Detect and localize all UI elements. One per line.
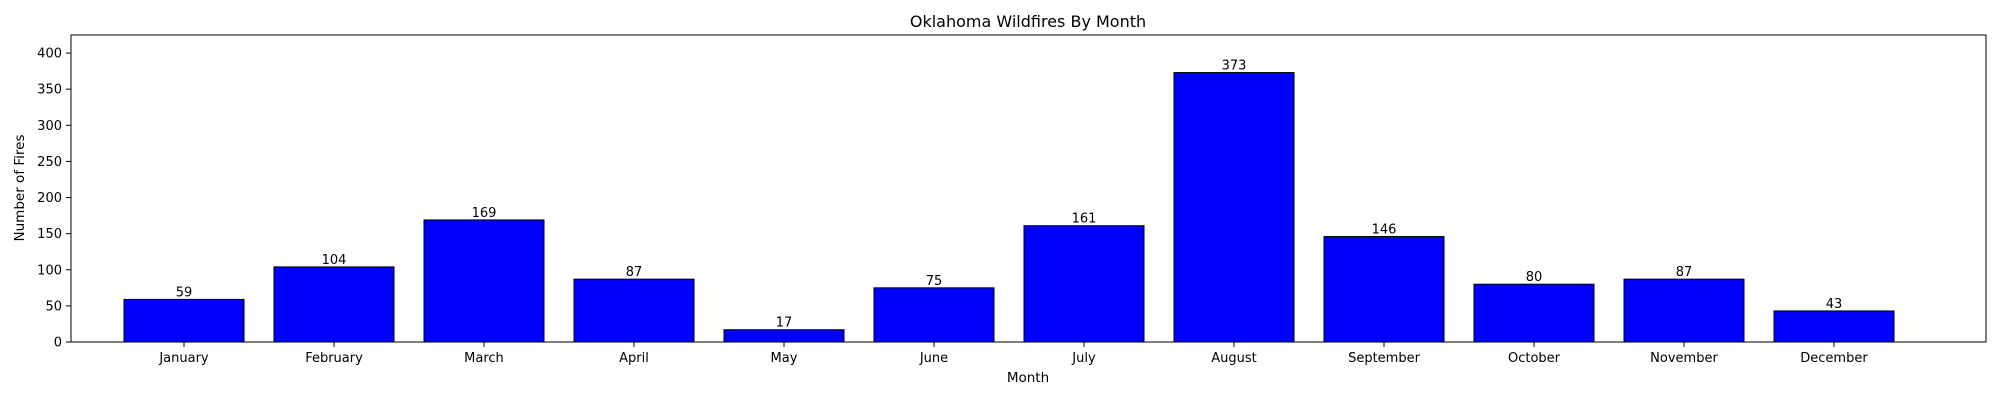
bar-april: [573, 278, 695, 343]
data-labels: 59 104 169 87 17 75 161 373 146 80 87 43: [176, 59, 1843, 331]
bar-january: [123, 298, 245, 343]
data-label-march: 169: [472, 206, 497, 221]
x-tick-label-september: September: [1348, 351, 1421, 366]
bar-march: [423, 219, 545, 343]
x-tick-label-january: January: [158, 351, 209, 366]
plot-frame: [70, 34, 1987, 343]
bar-september: [1323, 236, 1445, 343]
data-label-november: 87: [1676, 265, 1693, 280]
data-label-october: 80: [1526, 270, 1543, 285]
bar-august: [1173, 72, 1295, 343]
bar-november: [1623, 278, 1745, 343]
data-label-december: 43: [1826, 297, 1843, 312]
x-tick-label-may: May: [771, 351, 798, 366]
data-label-august: 373: [1222, 59, 1247, 74]
bar-december: [1773, 310, 1895, 343]
bar-june: [873, 287, 995, 343]
y-tick-label-300: 300: [37, 119, 62, 134]
x-tick-label-april: April: [619, 351, 649, 366]
data-label-june: 75: [926, 274, 943, 289]
y-tick-label-150: 150: [37, 227, 62, 242]
y-tick-label-100: 100: [37, 263, 62, 278]
bar-october: [1473, 283, 1595, 343]
x-tick-label-october: October: [1508, 351, 1561, 366]
x-tick-label-march: March: [464, 351, 504, 366]
data-label-may: 17: [776, 316, 793, 331]
x-tick-label-june: June: [919, 351, 948, 366]
x-tick-label-november: November: [1650, 351, 1718, 366]
x-tick-label-december: December: [1800, 351, 1868, 366]
data-label-july: 161: [1072, 212, 1097, 227]
x-axis-label: Month: [1007, 370, 1049, 386]
y-tick-label-400: 400: [37, 47, 62, 62]
y-tick-label-350: 350: [37, 83, 62, 98]
y-tick-label-0: 0: [54, 336, 62, 351]
data-label-january: 59: [176, 285, 193, 300]
x-tick-label-february: February: [305, 351, 363, 366]
x-tick-label-july: July: [1071, 351, 1096, 366]
data-label-april: 87: [626, 265, 643, 280]
y-tick-label-250: 250: [37, 155, 62, 170]
chart-title: Oklahoma Wildfires By Month: [910, 12, 1146, 31]
bar-february: [273, 266, 395, 343]
data-label-september: 146: [1372, 223, 1397, 238]
bar-may: [723, 329, 845, 343]
bars: [123, 72, 1895, 343]
x-axis: January February March April May June July Augu…: [158, 342, 1868, 366]
y-tick-label-50: 50: [45, 299, 62, 314]
y-axis-label: Number of Fires: [12, 135, 28, 242]
y-axis: 0 50 100 150 200 250 300 350 400: [37, 47, 71, 351]
y-tick-label-200: 200: [37, 191, 62, 206]
data-label-february: 104: [322, 253, 347, 268]
bar-july: [1023, 225, 1145, 343]
x-tick-label-august: August: [1211, 351, 1257, 366]
